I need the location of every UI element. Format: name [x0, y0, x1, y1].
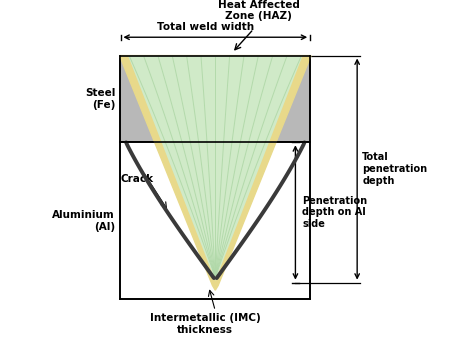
Text: Total weld width: Total weld width — [157, 22, 254, 32]
Polygon shape — [128, 56, 302, 281]
Bar — [120, 142, 310, 299]
Text: Crack: Crack — [120, 174, 154, 184]
Text: Intermetallic (IMC)
thickness: Intermetallic (IMC) thickness — [150, 314, 261, 335]
Text: Aluminium
(Al): Aluminium (Al) — [53, 210, 115, 232]
Text: Penetration
depth on Al
side: Penetration depth on Al side — [302, 196, 367, 229]
Text: Heat Affected
Zone (HAZ): Heat Affected Zone (HAZ) — [218, 0, 300, 21]
Polygon shape — [119, 56, 311, 290]
Bar — [120, 56, 310, 142]
Text: Total
penetration
depth: Total penetration depth — [362, 153, 427, 186]
Text: Steel
(Fe): Steel (Fe) — [85, 88, 115, 110]
